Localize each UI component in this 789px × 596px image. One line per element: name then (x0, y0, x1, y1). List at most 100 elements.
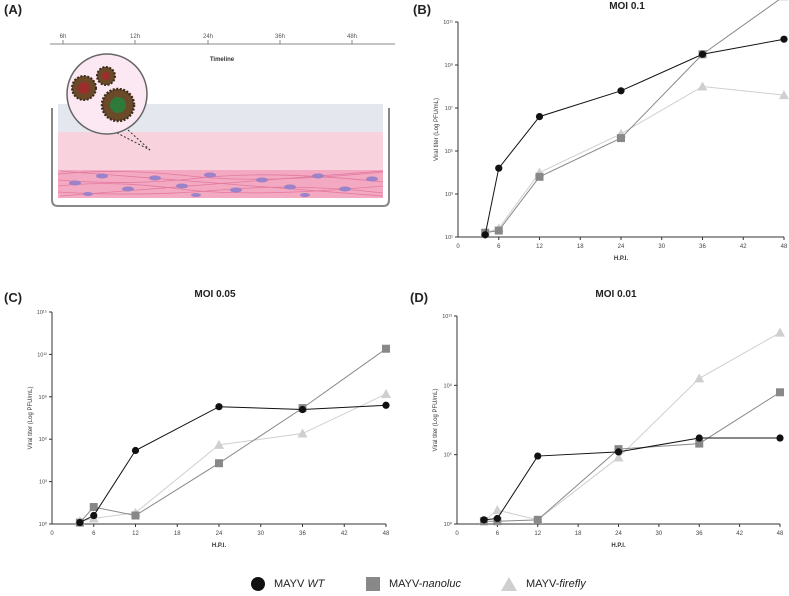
x-tick-label: 0 (456, 244, 460, 250)
x-tick-label: 24 (216, 531, 223, 537)
x-tick-label: 12 (534, 531, 541, 537)
data-point-wt (617, 87, 625, 95)
data-point-wt (614, 448, 623, 456)
data-point-wt (695, 434, 703, 442)
x-tick-label: 30 (656, 531, 663, 537)
data-point-wt (481, 231, 489, 239)
series-line-wt (484, 38, 785, 235)
data-point-wt (495, 164, 503, 172)
y-tick-label: 10¹⁵ (37, 309, 47, 316)
x-tick-label: 18 (577, 244, 584, 250)
triangle-marker-icon (501, 577, 517, 591)
panel-label-d: (D) (410, 290, 429, 305)
x-tick-label: 48 (777, 531, 784, 537)
data-point-firefly (493, 223, 504, 233)
y-tick-label: 10³ (445, 192, 453, 198)
timeline-tick-label: 12h (130, 34, 140, 40)
data-point-firefly (478, 516, 489, 526)
timeline-tick-label: 48h (347, 34, 357, 40)
data-point-nanoluc (776, 388, 784, 397)
legend-label-nanoluc: MAYV-nanoluc (389, 578, 461, 590)
y-tick-label: 10⁹ (39, 394, 47, 401)
x-tick-label: 6 (92, 531, 96, 537)
data-point-wt (131, 446, 140, 455)
square-marker-icon (366, 577, 380, 591)
chart-title: MOI 0.05 (194, 289, 236, 300)
panel-label-a: (A) (4, 2, 23, 17)
data-point-firefly (613, 452, 624, 462)
data-point-firefly (616, 128, 626, 138)
data-point-nanoluc (535, 172, 544, 181)
series-line-firefly (485, 85, 785, 234)
data-point-nanoluc (382, 344, 390, 353)
x-tick-label: 36 (699, 244, 706, 250)
y-tick-label: 10⁶ (39, 436, 47, 443)
data-point-nanoluc (698, 50, 707, 59)
data-point-firefly (130, 507, 141, 517)
data-point-wt (698, 50, 707, 58)
timeline-tick-label: 24h (203, 34, 213, 40)
y-tick-label: 10³ (39, 480, 47, 486)
y-tick-label: 10⁰ (39, 521, 48, 528)
data-point-firefly (492, 505, 503, 515)
chart-title: MOI 0.1 (609, 1, 645, 12)
timeline-tick-label: 36h (275, 34, 285, 40)
y-tick-label: 10⁵ (444, 452, 452, 459)
timeline-title: Timeline (210, 57, 235, 63)
legend-prefix: MAYV (274, 578, 308, 590)
data-point-nanoluc (533, 515, 542, 524)
x-tick-label: 42 (736, 531, 743, 537)
data-point-wt (534, 452, 542, 460)
x-tick-label: 6 (496, 531, 500, 537)
data-point-firefly (532, 514, 543, 524)
series-line-nanoluc (485, 0, 780, 234)
timeline: 6h 12h 24h 36h 48h Timeline (50, 34, 395, 63)
data-point-nanoluc (89, 503, 98, 512)
legend: MAYV WT MAYV-nanoluc MAYV-firefly (250, 574, 650, 596)
data-point-wt (493, 514, 501, 523)
x-tick-label: 42 (740, 244, 747, 250)
y-axis-label: Viral titer (Log PFU/mL) (433, 389, 439, 452)
data-point-firefly (534, 167, 545, 177)
data-point-wt (298, 405, 307, 414)
x-tick-label: 6 (497, 244, 501, 250)
legend-italic: nanoluc (422, 578, 461, 590)
x-tick-label: 48 (383, 531, 390, 537)
virion-core-icon (102, 72, 110, 80)
x-tick-label: 0 (50, 531, 54, 537)
x-tick-label: 18 (174, 531, 181, 537)
x-axis-label: H.P.I. (212, 543, 227, 549)
x-tick-label: 12 (132, 531, 139, 537)
series-line-nanoluc (79, 348, 387, 523)
x-tick-label: 36 (299, 531, 306, 537)
legend-italic: WT (307, 578, 325, 590)
virion-zoom (66, 53, 151, 151)
y-tick-label: 10⁹ (445, 62, 453, 69)
panel-label-c: (C) (4, 290, 23, 305)
panel-a-illustration: 6h 12h 24h 36h 48h Timeline (50, 34, 395, 207)
x-tick-label: 30 (257, 531, 264, 537)
data-point-firefly (74, 516, 85, 526)
chart-title: MOI 0.01 (595, 289, 637, 300)
medium-layer (58, 132, 383, 170)
data-point-nanoluc (695, 439, 704, 448)
data-point-nanoluc (479, 517, 488, 526)
virion-core-icon (110, 97, 126, 113)
zoom-line (91, 119, 151, 151)
data-point-nanoluc (617, 134, 625, 143)
data-point-nanoluc (481, 228, 490, 237)
legend-label-wt: MAYV WT (274, 578, 325, 590)
y-tick-label: 10⁰ (444, 521, 453, 528)
data-point-firefly (480, 227, 491, 237)
data-point-wt (215, 403, 223, 411)
x-tick-label: 42 (341, 531, 348, 537)
y-tick-label: 10⁵ (445, 148, 453, 155)
data-point-nanoluc (494, 226, 503, 235)
legend-italic: firefly (559, 578, 586, 590)
y-tick-label: 10¹² (37, 352, 47, 358)
data-point-nanoluc (215, 459, 223, 468)
data-point-wt (90, 511, 98, 520)
data-point-wt (382, 401, 390, 409)
legend-item-nanoluc: MAYV-nanoluc (365, 574, 461, 594)
data-point-firefly (381, 388, 391, 398)
